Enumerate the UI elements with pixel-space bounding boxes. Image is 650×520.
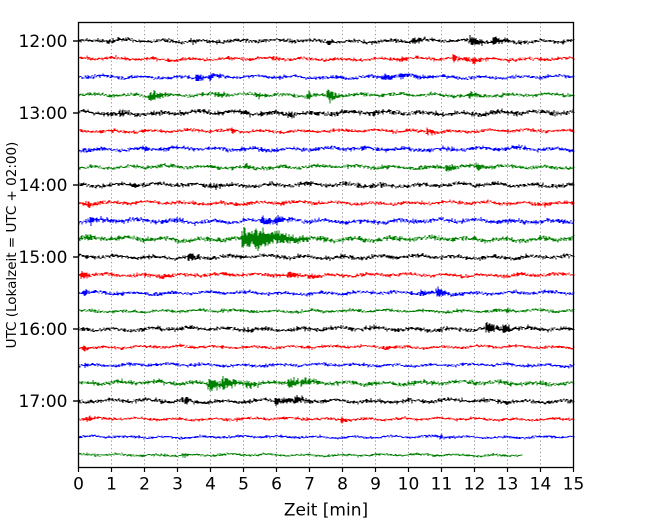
x-tick-label: 13 bbox=[497, 475, 519, 495]
x-tick-label: 14 bbox=[530, 475, 552, 495]
x-tick-label: 8 bbox=[337, 475, 348, 495]
axes-frame bbox=[77, 21, 575, 469]
x-tick-label: 10 bbox=[398, 475, 420, 495]
y-axis-title: UTC (Lokalzeit = UTC + 02:00) bbox=[4, 142, 20, 349]
x-axis-title: Zeit [min] bbox=[284, 501, 368, 520]
y-axis: 12:00 13:00 14:00 15:00 16:00 17:00 bbox=[19, 32, 79, 412]
x-tick-label: 12 bbox=[464, 475, 486, 495]
x-tick-label: 3 bbox=[172, 475, 183, 495]
y-tick-label: 17:00 bbox=[19, 392, 68, 412]
x-tick-label: 1 bbox=[106, 475, 117, 495]
x-tick-label: 4 bbox=[205, 475, 216, 495]
y-tick-label: 12:00 bbox=[19, 32, 68, 52]
y-tick-label: 14:00 bbox=[19, 176, 68, 196]
x-tick-label: 11 bbox=[431, 475, 453, 495]
y-tick-label: 15:00 bbox=[19, 248, 68, 268]
x-tick-label: 7 bbox=[304, 475, 315, 495]
x-tick-label: 6 bbox=[271, 475, 282, 495]
x-tick-label: 2 bbox=[139, 475, 150, 495]
x-tick-label: 15 bbox=[563, 475, 585, 495]
x-tick-label: 9 bbox=[370, 475, 381, 495]
x-tick-label: 0 bbox=[73, 475, 84, 495]
y-tick-label: 16:00 bbox=[19, 320, 68, 340]
x-tick-label: 5 bbox=[238, 475, 249, 495]
y-tick-label: 13:00 bbox=[19, 104, 68, 124]
